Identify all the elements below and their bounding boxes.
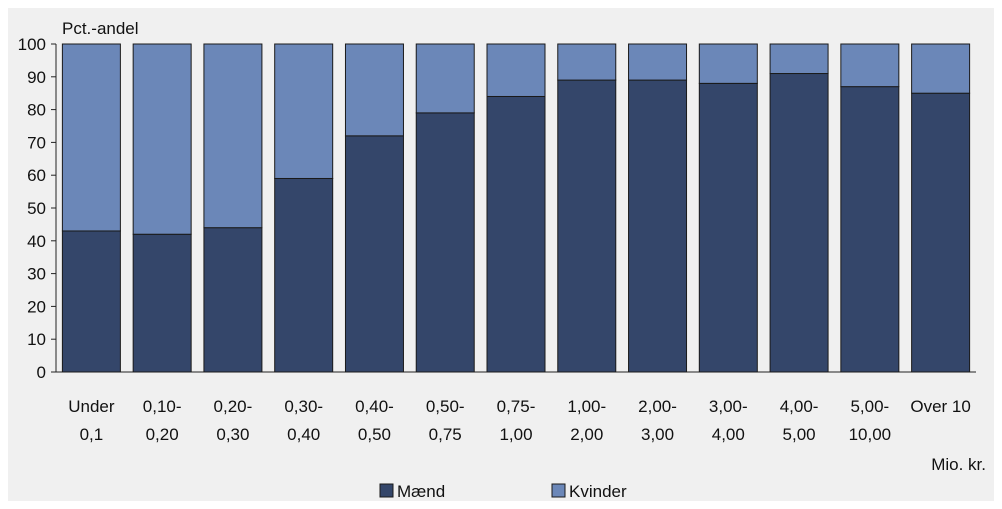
bar-segment-kvinder bbox=[61, 43, 121, 232]
bar-segment-kvinder bbox=[840, 43, 900, 88]
x-tick-label: 5,00- bbox=[850, 397, 889, 416]
bar-segment-kvinder bbox=[344, 43, 404, 137]
bar-segment-maend bbox=[61, 230, 121, 373]
x-tick-label: 0,20- bbox=[214, 397, 253, 416]
bar-segment-kvinder bbox=[698, 43, 758, 84]
chart-container: Pct.-andel Mio. kr. 0 10 20 30 40 50 60 70 80 90 1… bbox=[8, 8, 994, 501]
y-tick-label: 0 bbox=[37, 363, 46, 382]
bar-segment-maend bbox=[840, 86, 900, 373]
x-tick-label: 10,00 bbox=[849, 425, 892, 444]
legend: Mænd Kvinder bbox=[379, 482, 627, 501]
bar-segment-maend bbox=[486, 95, 546, 373]
x-tick-label: 3,00 bbox=[641, 425, 674, 444]
y-tick-label: 80 bbox=[27, 101, 46, 120]
plot-area: 0 10 20 30 40 50 60 70 80 90 100 Under 0,1 0,10- 0,20 0… bbox=[18, 35, 976, 444]
legend-swatch bbox=[551, 483, 566, 498]
bar-segment-kvinder bbox=[486, 43, 546, 97]
bar-segment-maend bbox=[698, 82, 758, 373]
x-tick-label: 1,00- bbox=[567, 397, 606, 416]
bar-segment-kvinder bbox=[557, 43, 617, 81]
x-axis-unit-label: Mio. kr. bbox=[931, 455, 986, 474]
bar-segment-maend bbox=[557, 79, 617, 373]
x-tick-label: 0,10- bbox=[143, 397, 182, 416]
y-tick-label: 70 bbox=[27, 133, 46, 152]
x-tick-label: 0,30 bbox=[216, 425, 249, 444]
bar-segment-kvinder bbox=[132, 43, 192, 235]
x-tick-label: 2,00- bbox=[638, 397, 677, 416]
x-tick-label: 4,00 bbox=[712, 425, 745, 444]
x-tick-label: 0,30- bbox=[284, 397, 323, 416]
legend-label: Mænd bbox=[397, 482, 445, 501]
bar-segment-kvinder bbox=[769, 43, 829, 75]
y-tick-label: 40 bbox=[27, 232, 46, 251]
bar-segment-kvinder bbox=[911, 43, 971, 94]
x-tick-label: 3,00- bbox=[709, 397, 748, 416]
bar-segment-maend bbox=[628, 79, 688, 373]
x-tick-label: 0,75- bbox=[497, 397, 536, 416]
x-tick-label: 0,40- bbox=[355, 397, 394, 416]
bar-segment-kvinder bbox=[274, 43, 334, 179]
x-tick-label: 0,50- bbox=[426, 397, 465, 416]
x-tick-label: 0,20 bbox=[146, 425, 179, 444]
bar-segment-kvinder bbox=[203, 43, 263, 229]
bar-segment-maend bbox=[911, 92, 971, 373]
legend-label: Kvinder bbox=[569, 482, 627, 501]
x-tick-label: Under bbox=[68, 397, 115, 416]
x-tick-label: 0,40 bbox=[287, 425, 320, 444]
x-tick-label: 2,00 bbox=[570, 425, 603, 444]
bar-segment-maend bbox=[344, 135, 404, 373]
stacked-bar-chart: Pct.-andel Mio. kr. 0 10 20 30 40 50 60 70 80 90 1… bbox=[18, 19, 986, 501]
y-tick-label: 10 bbox=[27, 330, 46, 349]
x-tick-label: 0,50 bbox=[358, 425, 391, 444]
y-tick-label: 50 bbox=[27, 199, 46, 218]
y-tick-label: 20 bbox=[27, 297, 46, 316]
y-tick-label: 60 bbox=[27, 166, 46, 185]
y-tick-label: 90 bbox=[27, 68, 46, 87]
bar-segment-maend bbox=[274, 177, 334, 373]
bar-segment-kvinder bbox=[415, 43, 475, 114]
x-tick-label: 1,00 bbox=[499, 425, 532, 444]
x-tick-label: Over 10 bbox=[910, 397, 970, 416]
y-tick-label: 30 bbox=[27, 265, 46, 284]
bar-segment-maend bbox=[132, 233, 192, 373]
bar-segment-kvinder bbox=[628, 43, 688, 81]
legend-swatch bbox=[379, 483, 394, 498]
x-tick-label: 5,00 bbox=[783, 425, 816, 444]
y-axis-title: Pct.-andel bbox=[62, 19, 139, 38]
bar-segment-maend bbox=[415, 112, 475, 373]
y-tick-label: 100 bbox=[18, 35, 46, 54]
bar-segment-maend bbox=[203, 227, 263, 373]
x-tick-label: 0,75 bbox=[429, 425, 462, 444]
x-tick-label: 4,00- bbox=[780, 397, 819, 416]
bar-segment-maend bbox=[769, 73, 829, 373]
x-tick-label: 0,1 bbox=[80, 425, 104, 444]
